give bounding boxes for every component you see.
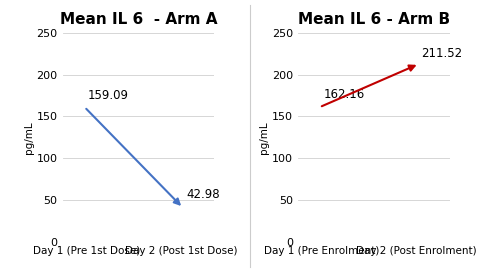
Y-axis label: pg/mL: pg/mL bbox=[260, 121, 270, 154]
Text: 211.52: 211.52 bbox=[422, 47, 463, 60]
Text: 42.98: 42.98 bbox=[186, 188, 220, 201]
Text: 162.16: 162.16 bbox=[324, 88, 365, 101]
Title: Mean IL 6 - Arm B: Mean IL 6 - Arm B bbox=[298, 12, 450, 27]
Y-axis label: pg/mL: pg/mL bbox=[24, 121, 34, 154]
Title: Mean IL 6  - Arm A: Mean IL 6 - Arm A bbox=[60, 12, 217, 27]
Text: 159.09: 159.09 bbox=[88, 89, 129, 102]
